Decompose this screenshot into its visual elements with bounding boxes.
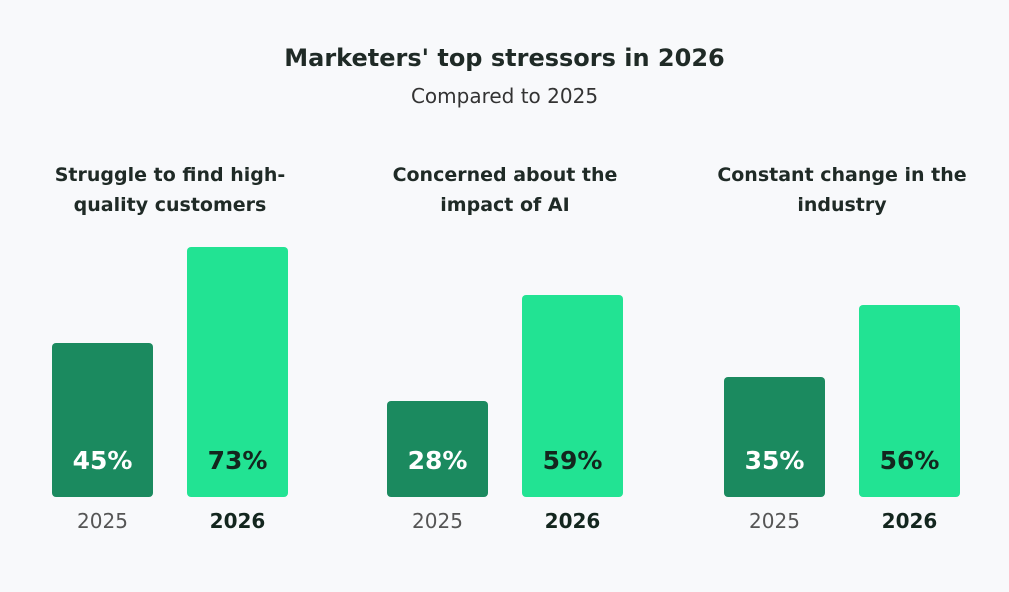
data-label-2025: 35% <box>744 446 805 475</box>
bar-2025 <box>52 342 153 497</box>
x-tick-label-2025: 2025 <box>77 509 128 533</box>
x-tick-label-2026: 2026 <box>544 509 601 533</box>
x-tick-label-2025: 2025 <box>412 509 463 533</box>
data-label-2025: 28% <box>407 446 468 475</box>
bar-2025 <box>724 376 825 497</box>
group-title: Constant change in the industry <box>717 164 967 216</box>
x-tick-label-2026: 2026 <box>881 509 938 533</box>
data-label-2025: 45% <box>72 446 133 475</box>
group-title: Concerned about the impact of AI <box>392 164 618 216</box>
data-label-2026: 73% <box>207 446 268 475</box>
bar-2026 <box>522 294 623 497</box>
bar-2026 <box>859 304 960 497</box>
x-tick-label-2026: 2026 <box>209 509 266 533</box>
bar-2025 <box>387 400 488 497</box>
bar-2026 <box>187 246 288 497</box>
group-title: Struggle to find high-quality customers <box>54 164 286 216</box>
data-label-2026: 59% <box>542 446 603 475</box>
chart-title: Marketers' top stressors in 2026 <box>284 44 725 72</box>
chart-subtitle: Compared to 2025 <box>410 84 599 108</box>
data-label-2026: 56% <box>879 446 940 475</box>
x-tick-label-2025: 2025 <box>749 509 800 533</box>
